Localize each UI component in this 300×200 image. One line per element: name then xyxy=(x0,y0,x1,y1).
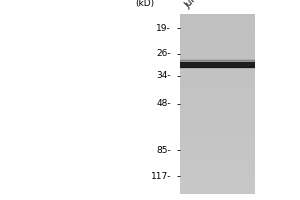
Bar xyxy=(180,92,255,98)
Bar xyxy=(180,56,255,62)
Bar xyxy=(180,14,255,20)
Bar xyxy=(180,80,255,86)
Text: Jurkat: Jurkat xyxy=(183,0,208,10)
Text: 85-: 85- xyxy=(156,146,171,155)
Bar xyxy=(180,50,255,56)
Bar xyxy=(180,32,255,38)
Bar xyxy=(180,86,255,92)
Bar xyxy=(180,134,255,140)
Bar xyxy=(180,146,255,152)
Bar xyxy=(180,104,255,110)
Text: 19-: 19- xyxy=(156,24,171,33)
Bar xyxy=(180,68,255,74)
Text: (kD): (kD) xyxy=(135,0,154,8)
Bar xyxy=(180,152,255,158)
Bar xyxy=(180,60,255,63)
Bar xyxy=(180,98,255,104)
Bar xyxy=(180,116,255,122)
Bar xyxy=(180,140,255,146)
Bar xyxy=(180,110,255,116)
Bar xyxy=(180,20,255,26)
Text: 117-: 117- xyxy=(151,172,171,181)
Bar xyxy=(180,188,255,194)
Bar xyxy=(180,182,255,188)
Bar xyxy=(180,62,255,68)
Bar xyxy=(180,26,255,32)
Bar xyxy=(180,44,255,50)
Text: 48-: 48- xyxy=(156,99,171,108)
Bar xyxy=(180,176,255,182)
Bar xyxy=(180,74,255,80)
Bar xyxy=(180,158,255,164)
Text: 34-: 34- xyxy=(156,71,171,80)
Bar xyxy=(180,66,255,68)
Bar xyxy=(180,38,255,44)
Bar xyxy=(180,14,255,194)
Bar xyxy=(180,170,255,176)
Bar xyxy=(180,67,255,69)
Bar xyxy=(180,128,255,134)
Text: 26-: 26- xyxy=(156,49,171,58)
Bar xyxy=(180,122,255,128)
Bar xyxy=(180,62,255,68)
Bar xyxy=(180,164,255,170)
Bar xyxy=(180,59,255,61)
